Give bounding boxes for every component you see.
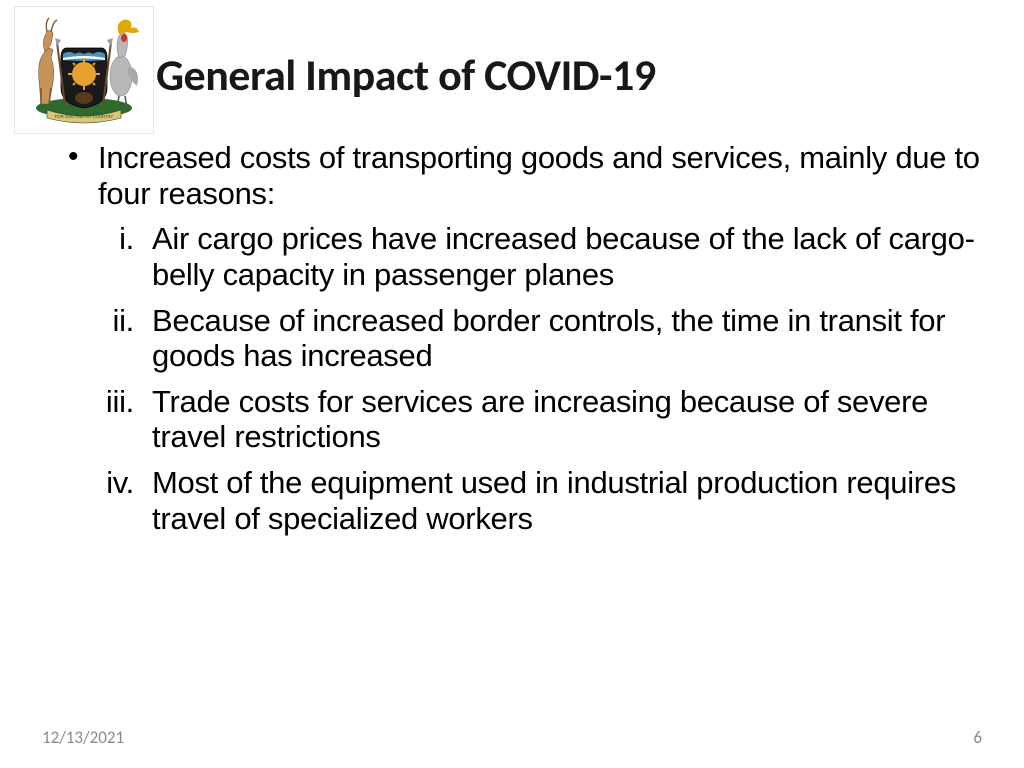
list-item: ii. Because of increased border controls… <box>98 303 984 374</box>
roman-list: i. Air cargo prices have increased becau… <box>98 221 984 536</box>
roman-label: i. <box>98 221 152 257</box>
roman-label: iii. <box>98 384 152 420</box>
list-item-text: Because of increased border controls, th… <box>152 303 984 374</box>
svg-text:FOR GOD AND MY COUNTRY: FOR GOD AND MY COUNTRY <box>55 114 114 119</box>
list-item: iii. Trade costs for services are increa… <box>98 384 984 455</box>
list-item: iv. Most of the equipment used in indust… <box>98 465 984 536</box>
list-item: i. Air cargo prices have increased becau… <box>98 221 984 292</box>
footer-date: 12/13/2021 <box>42 727 124 748</box>
uganda-coat-of-arms-icon: FOR GOD AND MY COUNTRY <box>19 10 149 130</box>
list-item-text: Air cargo prices have increased because … <box>152 221 984 292</box>
slide-title: General Impact of COVID-19 <box>156 48 656 102</box>
list-item-text: Most of the equipment used in industrial… <box>152 465 984 536</box>
bullet-marker: • <box>60 140 98 175</box>
intro-text: Increased costs of transporting goods an… <box>98 140 984 211</box>
coat-of-arms-logo: FOR GOD AND MY COUNTRY <box>14 6 154 134</box>
roman-label: iv. <box>98 465 152 501</box>
slide: FOR GOD AND MY COUNTRY <box>0 0 1024 768</box>
list-item-text: Trade costs for services are increasing … <box>152 384 984 455</box>
intro-item: • Increased costs of transporting goods … <box>60 140 984 211</box>
slide-body: • Increased costs of transporting goods … <box>42 140 984 546</box>
footer-page-number: 6 <box>973 727 982 748</box>
roman-label: ii. <box>98 303 152 339</box>
